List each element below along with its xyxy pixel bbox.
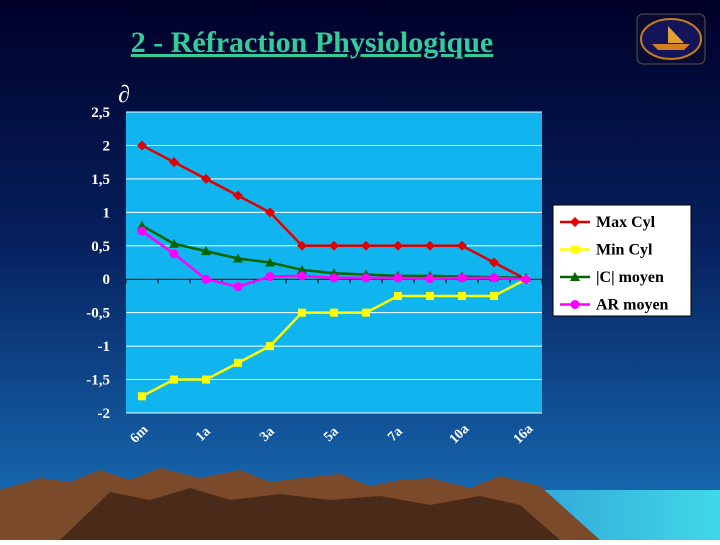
marker	[137, 226, 147, 236]
marker	[234, 358, 242, 367]
marker	[297, 271, 307, 281]
chart-layer: 2,521,510,50-0,5-1-1,5-26m 1a 3a 5a 7a 10a 16a…	[86, 105, 668, 447]
marker	[329, 273, 339, 283]
legend-label: Min Cyl	[596, 242, 653, 259]
legend-label: AR moyen	[596, 297, 669, 314]
marker	[570, 272, 580, 281]
marker	[169, 249, 179, 259]
marker	[138, 392, 146, 401]
slide-title: 2 - Réfraction Physiologique	[131, 26, 493, 59]
y-tick-label: -2	[98, 406, 111, 422]
marker	[393, 273, 403, 283]
marker	[298, 308, 306, 317]
marker	[169, 157, 179, 168]
y-tick-label: -1	[98, 339, 111, 355]
marker	[169, 238, 179, 248]
marker	[265, 207, 275, 218]
y-tick-label: 1,5	[91, 172, 110, 188]
marker	[201, 274, 211, 284]
marker	[297, 264, 307, 274]
marker	[457, 273, 467, 283]
mountains-shadow	[60, 488, 560, 540]
marker	[202, 375, 210, 384]
marker	[394, 291, 402, 300]
y-tick-label: 2,5	[91, 105, 110, 121]
y-tick-label: -1,5	[86, 373, 110, 389]
marker	[297, 240, 307, 251]
marker	[458, 291, 466, 300]
marker	[489, 257, 499, 268]
marker	[393, 240, 403, 251]
marker	[170, 375, 178, 384]
y-tick-label: 0,5	[91, 239, 110, 255]
y-tick-label: 1	[103, 205, 111, 221]
marker	[233, 253, 243, 263]
marker	[330, 308, 338, 317]
marker	[201, 173, 211, 184]
marker	[137, 140, 147, 151]
marker	[457, 240, 467, 251]
marker	[425, 240, 435, 251]
marker	[233, 282, 243, 292]
marker	[362, 308, 370, 317]
marker	[329, 240, 339, 251]
marker	[265, 272, 275, 282]
y-tick-label: -0,5	[86, 306, 110, 322]
marker	[571, 245, 579, 254]
marker	[361, 240, 371, 251]
marker	[201, 246, 211, 256]
marker	[426, 291, 434, 300]
y-tick-label: 0	[103, 272, 111, 288]
marker	[425, 274, 435, 284]
marker	[490, 291, 498, 300]
marker	[265, 257, 275, 267]
marker	[266, 342, 274, 351]
legend-label: Max Cyl	[596, 214, 656, 231]
logo	[636, 13, 706, 65]
marker	[570, 300, 580, 309]
legend-label: |C| moyen	[596, 269, 664, 286]
marker	[521, 274, 531, 284]
plot-area	[126, 112, 542, 413]
marker	[489, 273, 499, 283]
marker	[233, 190, 243, 201]
y-axis-label: ∂	[118, 82, 130, 108]
y-tick-label: 2	[103, 138, 111, 154]
marker	[570, 217, 580, 227]
marker	[361, 273, 371, 283]
